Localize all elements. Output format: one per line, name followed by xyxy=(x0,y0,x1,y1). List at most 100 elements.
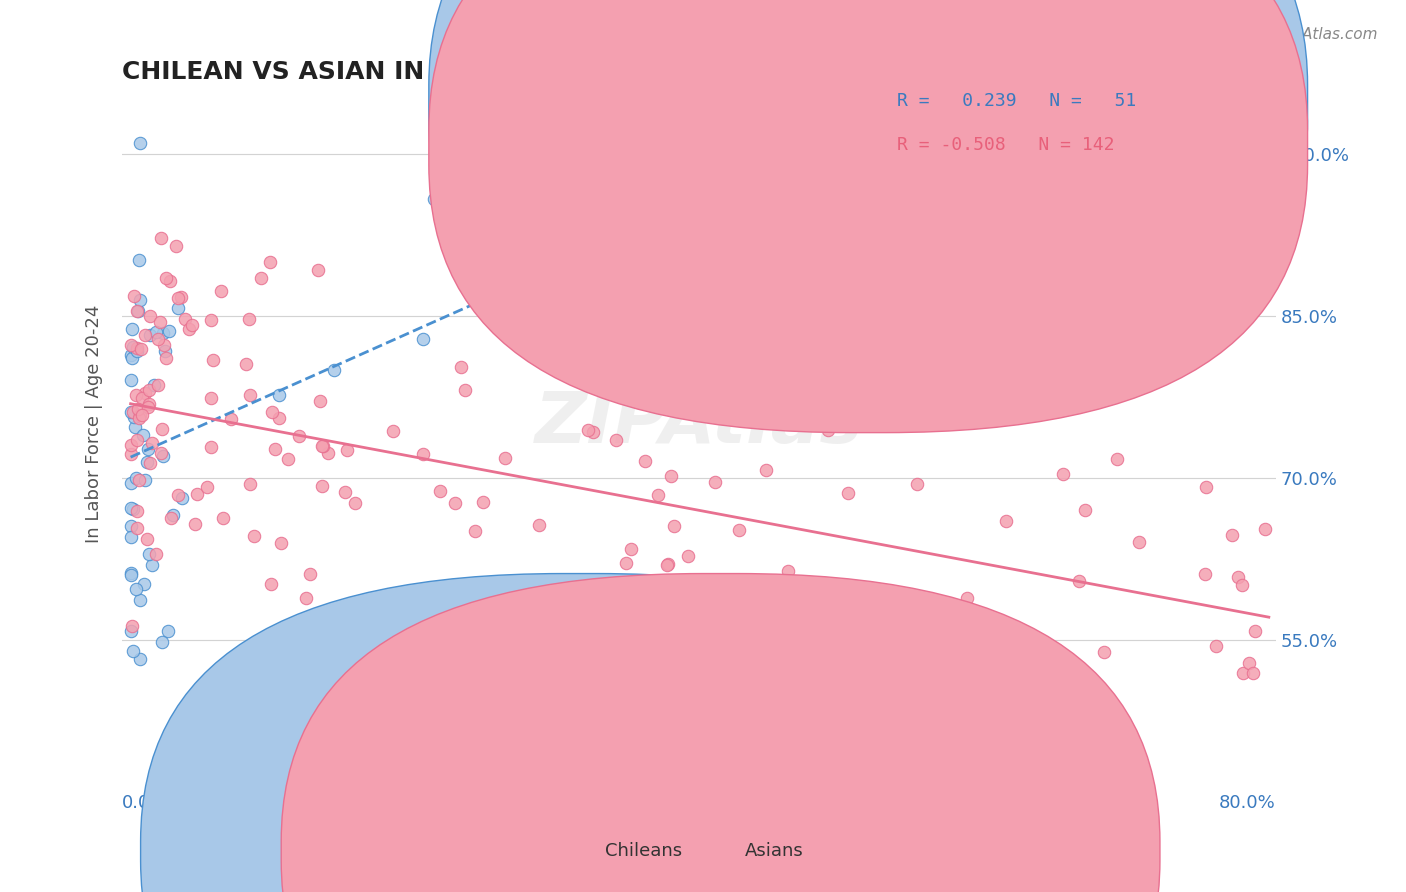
Asians xyxy=(166,488,188,502)
Asians xyxy=(605,433,627,447)
Asians xyxy=(127,521,149,535)
Asians xyxy=(138,456,160,470)
Text: Source: ZipAtlas.com: Source: ZipAtlas.com xyxy=(1215,27,1378,42)
Chileans xyxy=(122,340,145,354)
Asians xyxy=(443,496,465,510)
Chileans xyxy=(128,252,150,267)
Asians xyxy=(141,435,163,450)
Text: CHILEAN VS ASIAN IN LABOR FORCE | AGE 20-24 CORRELATION CHART: CHILEAN VS ASIAN IN LABOR FORCE | AGE 20… xyxy=(122,60,1109,85)
Chileans xyxy=(132,428,155,442)
Chileans xyxy=(138,547,160,561)
Asians xyxy=(125,388,148,402)
Asians xyxy=(235,357,257,371)
Chileans xyxy=(141,558,163,572)
Asians xyxy=(1195,480,1218,494)
Asians xyxy=(494,451,516,466)
Chileans xyxy=(603,364,626,378)
Asians xyxy=(200,440,222,454)
Chileans xyxy=(120,500,142,515)
Chileans xyxy=(156,624,179,638)
Asians xyxy=(136,400,159,414)
Asians xyxy=(471,495,494,509)
Asians xyxy=(319,606,342,620)
Asians xyxy=(956,591,979,606)
Asians xyxy=(614,556,637,570)
Chileans xyxy=(472,207,495,221)
Asians xyxy=(197,480,219,494)
Chileans xyxy=(120,624,142,638)
Asians xyxy=(121,619,143,633)
Asians xyxy=(152,338,174,352)
Asians xyxy=(382,424,405,438)
Chileans xyxy=(134,473,156,487)
Asians xyxy=(239,388,262,402)
Text: R =   0.239   N =   51: R = 0.239 N = 51 xyxy=(897,92,1136,110)
Asians xyxy=(174,312,197,326)
Asians xyxy=(135,532,157,546)
Chileans xyxy=(124,419,146,434)
Asians xyxy=(120,447,142,461)
Chileans xyxy=(129,293,152,308)
Asians xyxy=(259,255,281,269)
Asians xyxy=(209,284,232,298)
Chileans xyxy=(423,192,446,206)
Asians xyxy=(903,591,925,605)
Asians xyxy=(336,442,359,457)
Asians xyxy=(453,383,475,397)
Asians xyxy=(262,405,284,419)
Chileans xyxy=(128,652,150,666)
Asians xyxy=(619,542,641,557)
Asians xyxy=(243,529,266,543)
Asians xyxy=(578,423,600,437)
Asians xyxy=(200,313,222,327)
Asians xyxy=(966,650,988,665)
Asians xyxy=(1074,503,1097,517)
Asians xyxy=(131,408,153,422)
Asians xyxy=(1014,632,1036,646)
Asians xyxy=(288,429,311,443)
Asians xyxy=(686,646,709,660)
Chileans xyxy=(127,343,149,358)
Asians xyxy=(872,588,894,602)
Text: Chileans: Chileans xyxy=(605,842,682,860)
Chileans xyxy=(167,301,190,316)
Asians xyxy=(1069,574,1091,588)
Chileans xyxy=(120,374,142,388)
Asians xyxy=(316,446,339,460)
Asians xyxy=(1092,644,1115,658)
Chileans xyxy=(138,328,160,343)
Asians xyxy=(780,374,803,388)
Text: 80.0%: 80.0% xyxy=(1219,794,1277,812)
Asians xyxy=(837,486,859,500)
Asians xyxy=(307,263,329,277)
Chileans xyxy=(122,644,145,658)
Asians xyxy=(146,378,169,392)
Asians xyxy=(905,477,928,491)
Chileans xyxy=(152,326,174,340)
Asians xyxy=(128,411,150,425)
Chileans xyxy=(128,136,150,150)
Asians xyxy=(298,567,321,582)
Asians xyxy=(1253,522,1275,536)
Asians xyxy=(1237,656,1260,670)
Y-axis label: In Labor Force | Age 20-24: In Labor Force | Age 20-24 xyxy=(86,305,103,543)
Asians xyxy=(150,446,173,460)
Asians xyxy=(311,439,333,453)
Asians xyxy=(200,391,222,405)
Asians xyxy=(659,468,682,483)
Asians xyxy=(160,511,183,525)
Asians xyxy=(817,423,839,437)
Asians xyxy=(125,342,148,356)
Chileans xyxy=(121,322,143,336)
Asians xyxy=(122,289,145,303)
Asians xyxy=(146,332,169,346)
Text: Asians: Asians xyxy=(745,842,804,860)
Asians xyxy=(202,353,225,368)
Asians xyxy=(138,383,160,397)
Asians xyxy=(134,328,156,343)
Chileans xyxy=(120,349,142,363)
Asians xyxy=(127,401,149,416)
Asians xyxy=(121,405,143,419)
Asians xyxy=(238,312,260,326)
Asians xyxy=(1230,578,1253,592)
